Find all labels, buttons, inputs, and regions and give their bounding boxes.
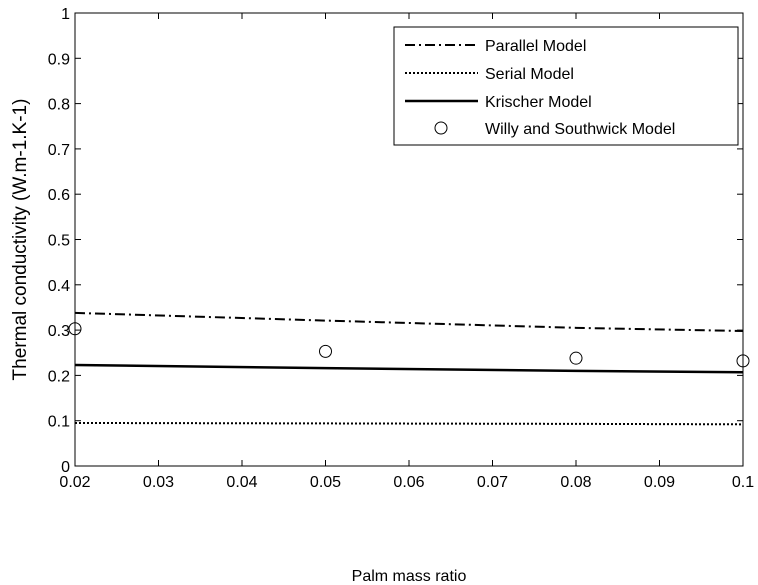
x-tick-label: 0.09 — [644, 474, 675, 491]
series-line-parallel-model — [74, 311, 744, 333]
y-tick-label: 0.4 — [48, 278, 70, 295]
x-tick-label: 0.04 — [226, 474, 257, 491]
x-tick-label: 0.03 — [143, 474, 174, 491]
x-tick-label: 0.06 — [393, 474, 424, 491]
x-axis-label: Palm mass ratio — [352, 568, 467, 585]
legend: Parallel Model Serial Model Krischer Model… — [393, 26, 739, 146]
y-tick-label: 0 — [61, 459, 70, 476]
y-tick-label: 0.8 — [48, 97, 70, 114]
y-axis-ticks: 0 0.1 0.2 0.3 0.4 0.5 0.6 0.7 0.8 0.9 1 — [48, 6, 743, 476]
y-tick-label: 1 — [61, 6, 70, 23]
legend-label-parallel-model: Parallel Model — [485, 38, 586, 55]
x-axis-ticks: 0.02 0.03 0.04 0.05 0.06 0.07 0.08 0.09 0.1 — [59, 13, 754, 491]
data-point-willy-and-southwick-model — [319, 344, 332, 358]
data-point-willy-and-southwick-model — [736, 354, 750, 368]
legend-label-serial-model: Serial Model — [485, 66, 574, 83]
x-tick-label: 0.02 — [59, 474, 90, 491]
x-tick-label: 0.07 — [477, 474, 508, 491]
series-line-krischer-model — [74, 363, 744, 374]
legend-swatch-willy-and-southwick-model — [434, 121, 448, 135]
y-tick-label: 0.9 — [48, 51, 70, 68]
y-tick-label: 0.5 — [48, 233, 70, 250]
y-tick-label: 0.1 — [48, 414, 70, 431]
legend-label-willy-and-southwick-model: Willy and Southwick Model — [485, 121, 675, 138]
x-tick-label: 0.08 — [560, 474, 591, 491]
data-point-willy-and-southwick-model — [68, 322, 82, 336]
series-layer — [68, 311, 750, 426]
legend-label-krischer-model: Krischer Model — [485, 94, 592, 111]
x-tick-label: 0.05 — [310, 474, 341, 491]
legend-box — [393, 26, 739, 146]
x-tick-label: 0.1 — [732, 474, 754, 491]
data-point-willy-and-southwick-model — [569, 351, 583, 365]
y-tick-label: 0.2 — [48, 368, 70, 385]
y-tick-label: 0.3 — [48, 323, 70, 340]
series-line-serial-model — [74, 421, 744, 426]
y-tick-label: 0.6 — [48, 187, 70, 204]
y-tick-label: 0.7 — [48, 142, 70, 159]
y-axis-label: Thermal conductivity (W.m-1.K-1) — [10, 99, 31, 381]
